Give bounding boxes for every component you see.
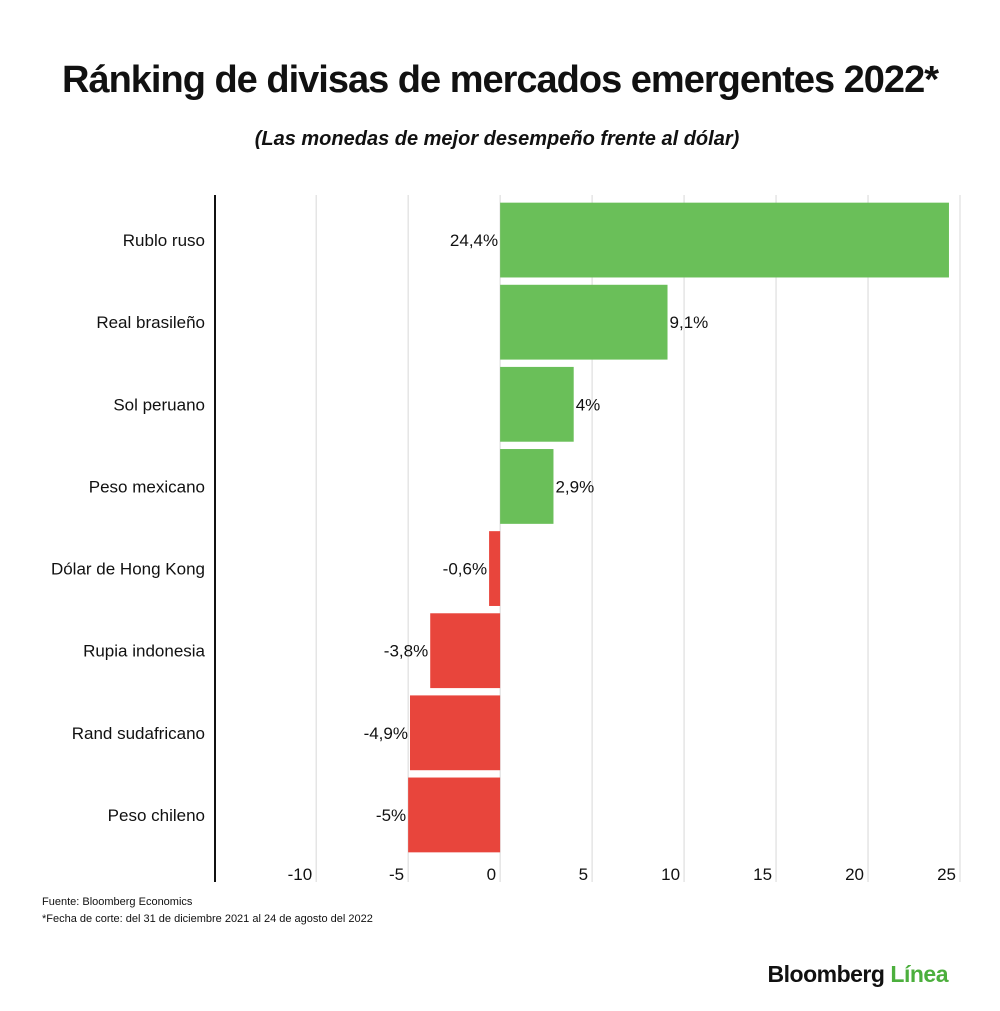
x-tick-label: 25 [937,865,956,884]
value-label: 2,9% [555,477,594,496]
value-label: -0,6% [443,560,487,579]
bar [489,531,501,606]
x-tick-label: 20 [845,865,864,884]
value-label: 24,4% [450,231,498,250]
y-tick-label: Rupia indonesia [83,642,205,661]
bar [500,366,574,442]
chart-title: Ránking de divisas de mercados emergente… [62,59,939,101]
value-label: -3,8% [384,642,428,661]
x-tick-label: -5 [389,865,404,884]
x-tick-label: 15 [753,865,772,884]
value-label: -5% [376,806,406,825]
y-tick-label: Peso mexicano [89,477,205,496]
note: *Fecha de corte: del 31 de diciembre 202… [42,913,373,925]
value-label: -4,9% [364,724,408,743]
bar [500,449,554,524]
x-tick-label: 5 [579,865,588,884]
bar [500,202,949,278]
y-tick-label: Rand sudafricano [72,724,205,743]
y-tick-label: Rublo ruso [123,231,205,250]
bar [408,777,501,853]
bar [500,284,668,360]
bar [409,695,501,771]
value-label: 9,1% [670,313,709,332]
x-tick-label: 10 [661,865,680,884]
value-label: 4% [576,395,601,414]
y-tick-label: Dólar de Hong Kong [51,560,205,579]
x-tick-label: 0 [487,865,496,884]
bar [430,613,501,689]
chart-subtitle: (Las monedas de mejor desempeño frente a… [255,128,740,150]
source: Fuente: Bloomberg Economics [42,896,193,908]
x-tick-label: -10 [288,865,313,884]
y-tick-label: Sol peruano [113,395,205,414]
logo-product: Línea [890,961,948,987]
y-tick-label: Real brasileño [96,313,205,332]
logo-brand: Bloomberg [768,961,885,987]
y-tick-label: Peso chileno [108,806,205,825]
logo: Bloomberg Línea [768,961,949,987]
